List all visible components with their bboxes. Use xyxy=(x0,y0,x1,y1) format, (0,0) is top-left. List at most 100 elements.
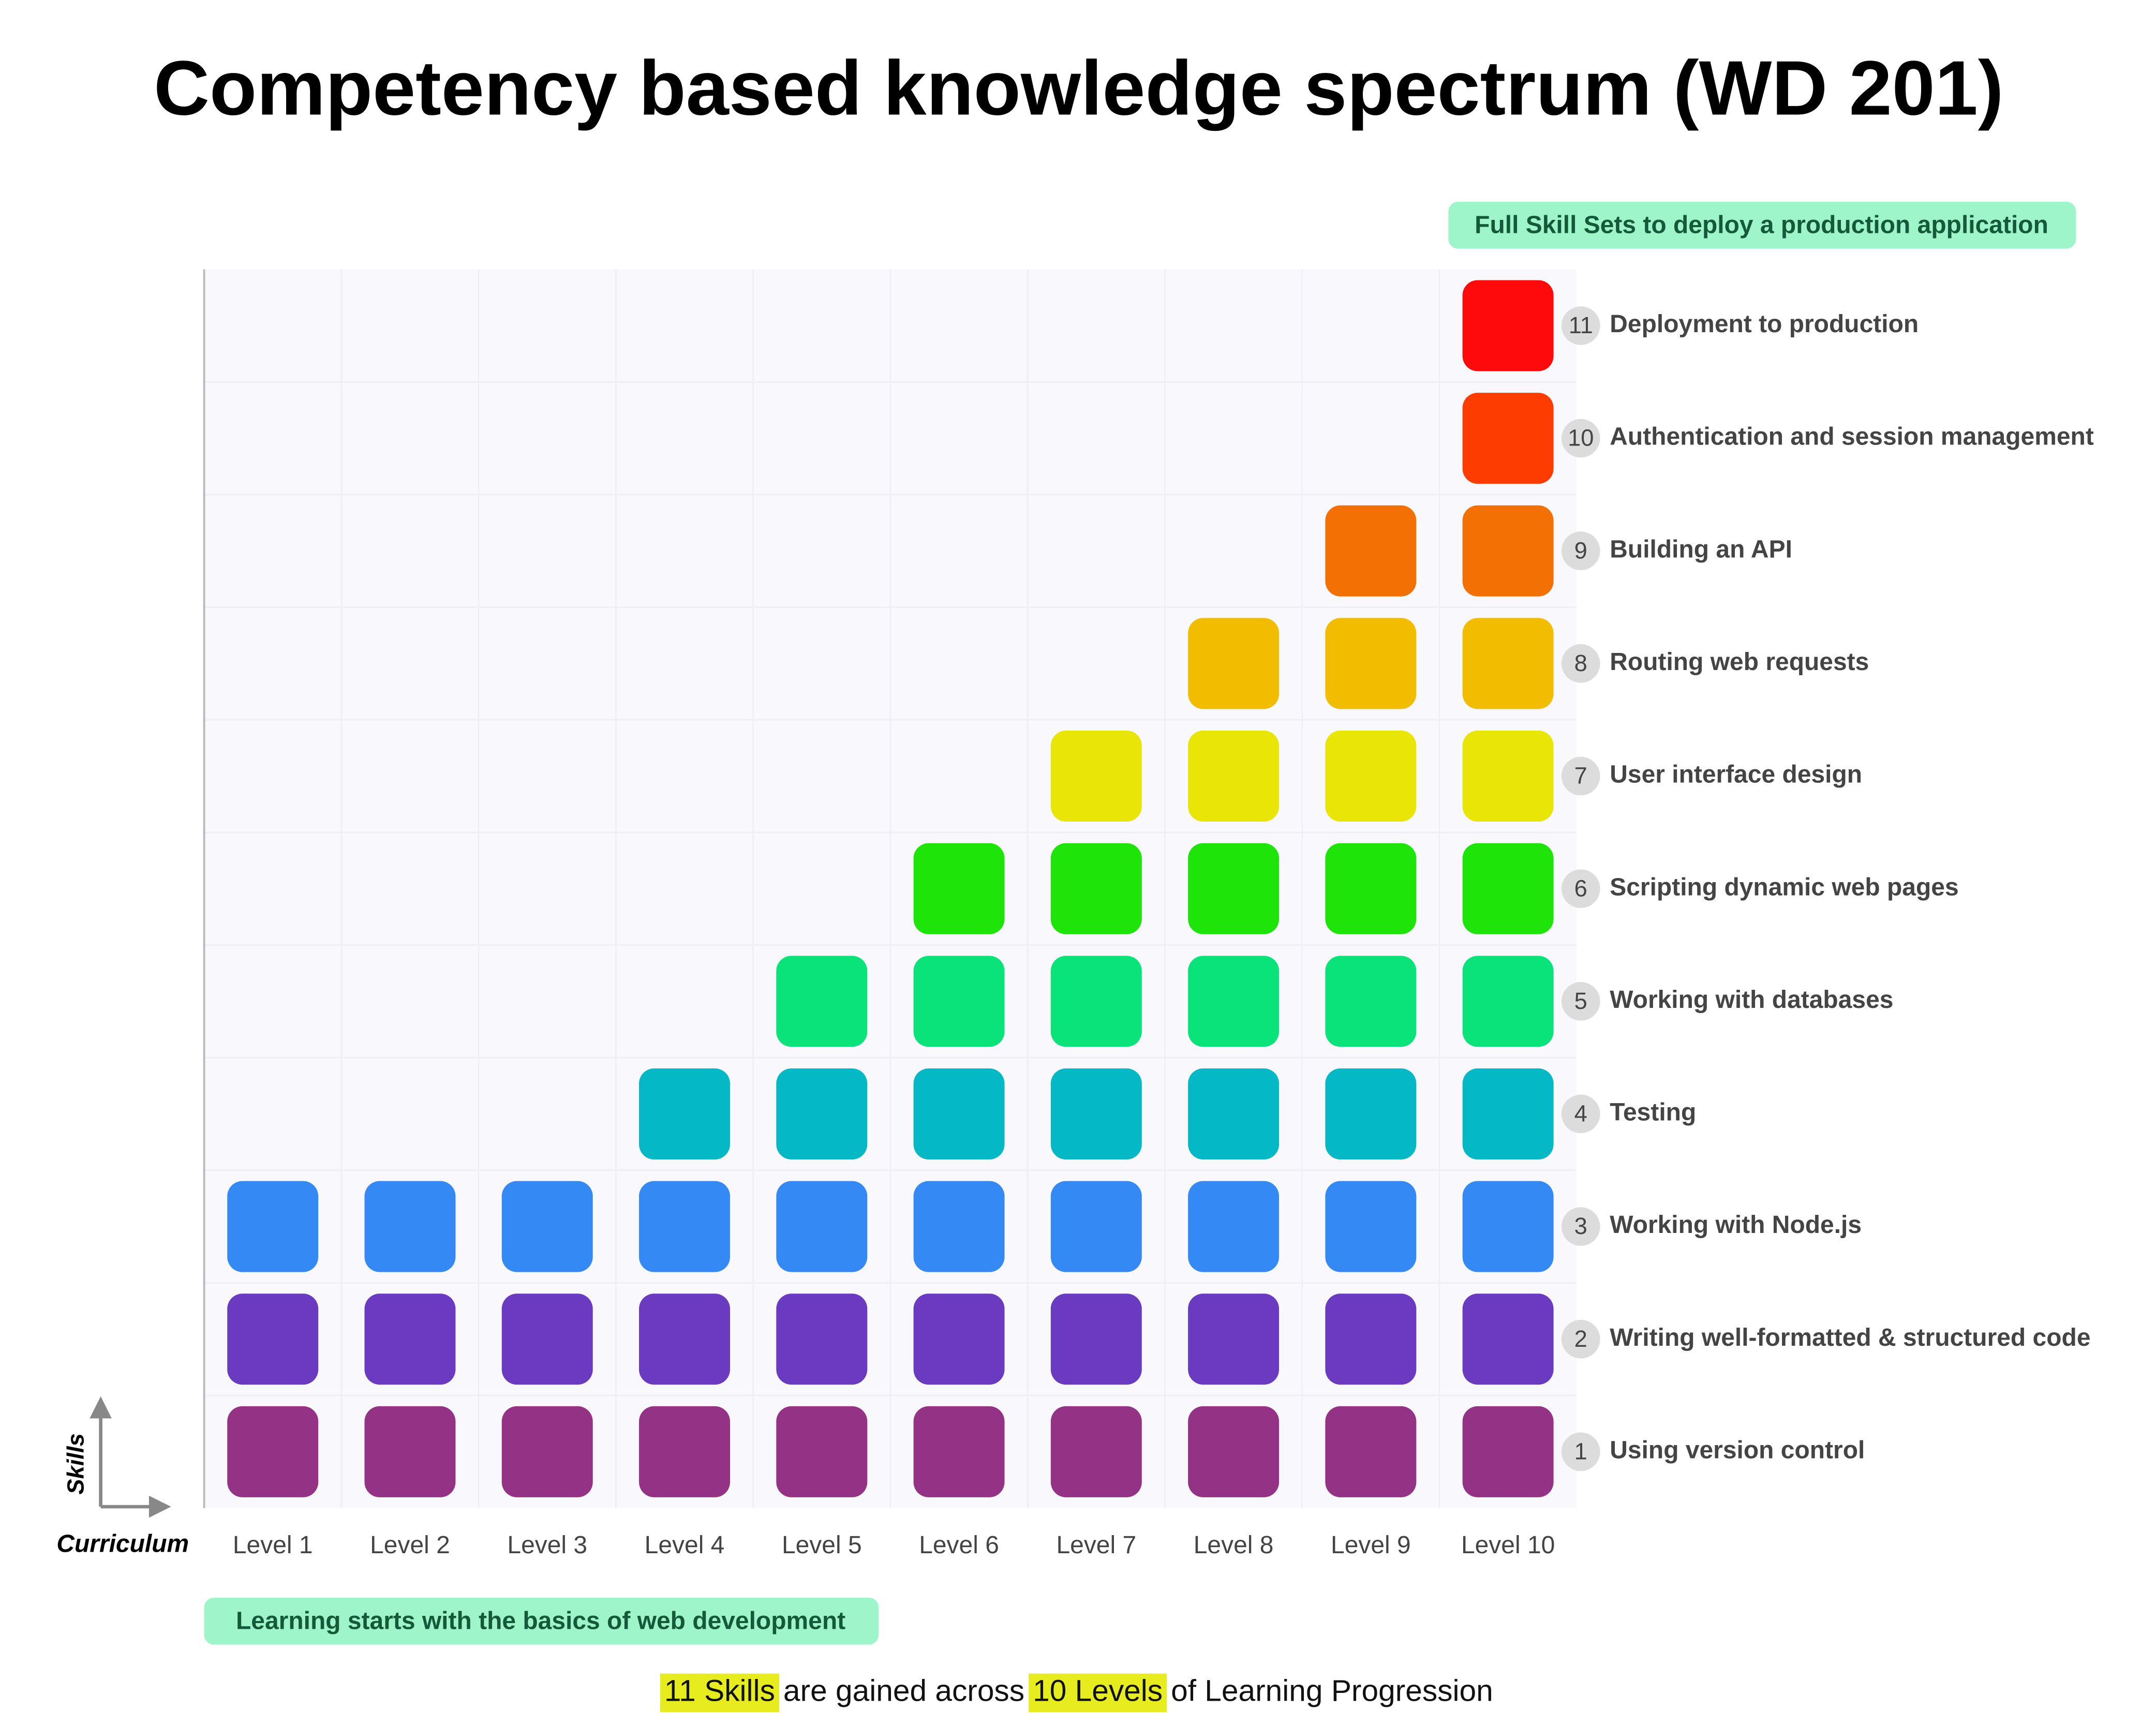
skill-tile xyxy=(1325,731,1417,822)
skill-tile xyxy=(1050,1181,1142,1272)
level-label: Level 8 xyxy=(1194,1531,1274,1559)
skill-number: 11 xyxy=(1569,312,1593,338)
title: Competency based knowledge spectrum (WD … xyxy=(154,44,2003,131)
y-axis-label: Skills xyxy=(62,1433,88,1494)
skill-number-badge xyxy=(1561,531,1600,571)
skill-tile xyxy=(501,1406,593,1497)
skill-tile xyxy=(1188,1406,1280,1497)
skill-tile xyxy=(776,956,868,1047)
skill-tile xyxy=(1188,1068,1280,1159)
skill-number-badge xyxy=(1561,306,1600,345)
level-label: Level 6 xyxy=(919,1531,999,1559)
skill-label: User interface design xyxy=(1610,761,1862,789)
axis-icon: Skills Curriculum xyxy=(56,1396,189,1557)
skill-number-badge xyxy=(1561,1319,1600,1359)
skill-tile xyxy=(1462,956,1554,1047)
skill-number-badge xyxy=(1561,1432,1600,1471)
skill-number: 5 xyxy=(1574,988,1587,1014)
level-label: Level 7 xyxy=(1056,1531,1136,1559)
skill-tile xyxy=(776,1181,868,1272)
skill-number-badge xyxy=(1561,1207,1600,1246)
skill-tile xyxy=(1462,1068,1554,1159)
skill-tile xyxy=(1325,1068,1417,1159)
skill-tile xyxy=(1325,1406,1417,1497)
skill-tile xyxy=(1325,843,1417,934)
skill-tile xyxy=(1050,956,1142,1047)
skill-tile xyxy=(1325,1293,1417,1385)
skill-tile xyxy=(1050,1068,1142,1159)
skill-number: 4 xyxy=(1574,1101,1587,1127)
skill-label: Working with databases xyxy=(1610,986,1893,1014)
skill-tile xyxy=(913,1406,1005,1497)
skill-number: 7 xyxy=(1574,763,1587,789)
skill-tile xyxy=(776,1068,868,1159)
skill-tile xyxy=(913,843,1005,934)
highlight xyxy=(660,1673,779,1713)
skill-tile xyxy=(1462,280,1554,371)
skill-number-badge xyxy=(1561,982,1600,1021)
skill-tile xyxy=(1462,1406,1554,1497)
skill-tile xyxy=(364,1293,456,1385)
grid xyxy=(204,269,1577,1508)
skill-number-badge xyxy=(1561,644,1600,683)
skill-number: 2 xyxy=(1574,1326,1587,1352)
skill-number: 6 xyxy=(1574,875,1587,901)
skill-tile xyxy=(1325,618,1417,709)
skill-label: Routing web requests xyxy=(1610,648,1869,676)
skill-tile xyxy=(227,1406,319,1497)
skill-tile xyxy=(776,1406,868,1497)
level-label: Level 3 xyxy=(507,1531,587,1559)
skill-tile xyxy=(1188,731,1280,822)
skill-tile xyxy=(364,1181,456,1272)
skill-tile xyxy=(913,956,1005,1047)
skill-number-badge xyxy=(1561,869,1600,908)
skill-tile xyxy=(1050,1293,1142,1385)
summary-text: of Learning Progression xyxy=(1171,1674,1493,1707)
top-note-badge xyxy=(1448,201,2076,249)
skill-number-badge xyxy=(1561,1094,1600,1134)
skill-tile xyxy=(1462,505,1554,597)
level-label: Level 10 xyxy=(1461,1531,1555,1559)
skill-label: Writing well-formatted & structured code xyxy=(1610,1324,2090,1351)
skill-tile xyxy=(1188,1293,1280,1385)
skill-tile xyxy=(639,1406,730,1497)
skill-tile xyxy=(776,1293,868,1385)
skill-tile xyxy=(1325,1181,1417,1272)
skill-label: Testing xyxy=(1610,1099,1696,1126)
summary: 11 Skills are gained across 10 Levels of Le… xyxy=(660,1673,1493,1713)
skill-number-badge xyxy=(1561,419,1600,458)
skill-tile xyxy=(227,1293,319,1385)
skill-tile xyxy=(1050,731,1142,822)
summary-text: 11 Skills xyxy=(664,1674,775,1707)
skill-tile xyxy=(639,1068,730,1159)
skill-tile xyxy=(913,1068,1005,1159)
skill-tile xyxy=(1462,618,1554,709)
summary-text: are gained across xyxy=(783,1674,1024,1707)
bottom-note: Learning starts with the basics of web d… xyxy=(236,1608,845,1635)
skill-tile xyxy=(1188,843,1280,934)
skill-tile xyxy=(364,1406,456,1497)
skill-tile xyxy=(1188,618,1280,709)
skill-tile xyxy=(1325,956,1417,1047)
skill-label: Deployment to production xyxy=(1610,310,1919,338)
skill-tile xyxy=(1325,505,1417,597)
skill-tile xyxy=(501,1293,593,1385)
skill-number: 9 xyxy=(1574,537,1587,563)
skill-number: 1 xyxy=(1574,1438,1587,1465)
skill-tile xyxy=(1188,1181,1280,1272)
skill-number: 3 xyxy=(1574,1213,1587,1239)
level-label: Level 2 xyxy=(370,1531,450,1559)
skill-tile xyxy=(1462,1181,1554,1272)
skill-number: 8 xyxy=(1574,650,1587,676)
x-axis-label: Curriculum xyxy=(56,1530,189,1557)
top-note: Full Skill Sets to deploy a production a… xyxy=(1475,212,2048,239)
summary-text: 10 Levels xyxy=(1033,1674,1163,1707)
skill-tile xyxy=(913,1293,1005,1385)
level-label: Level 9 xyxy=(1331,1531,1411,1559)
skill-number-badge xyxy=(1561,756,1600,796)
skill-label: Scripting dynamic web pages xyxy=(1610,873,1958,901)
highlight xyxy=(1029,1673,1167,1713)
skill-tile xyxy=(1050,843,1142,934)
